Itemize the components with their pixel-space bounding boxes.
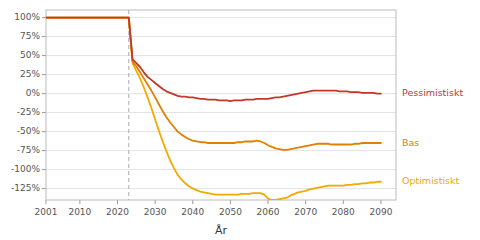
tick-label: 2020 [106, 207, 129, 217]
y-axis: 100% 75% 50% 25% 0% -25% -50% -75% -100% -125% [11, 12, 396, 193]
tick-mark [42, 188, 46, 189]
tick-mark [42, 112, 46, 113]
tick-mark [305, 200, 306, 204]
grid-line [46, 74, 396, 75]
grid-line [46, 36, 396, 37]
tick-label: 2010 [68, 207, 91, 217]
tick-mark [42, 93, 46, 94]
tick-mark [42, 17, 46, 18]
grid-line [46, 131, 396, 132]
line-series [46, 18, 381, 102]
grid-line [46, 188, 396, 189]
plot-area [46, 10, 381, 200]
x-axis-label: År [215, 224, 228, 237]
tick-mark [42, 36, 46, 37]
tick-label: 2090 [369, 207, 392, 217]
series-label: Bas [402, 137, 419, 148]
tick-label: 50% [20, 50, 40, 60]
tick-label: 25% [20, 69, 40, 79]
tick-label: 100% [14, 12, 40, 22]
tick-label: 2070 [294, 207, 317, 217]
reference-line [128, 10, 129, 200]
line-series [46, 18, 381, 150]
tick-label: -125% [11, 183, 40, 193]
tick-mark [42, 150, 46, 151]
tick-mark [42, 131, 46, 132]
tick-label: -100% [11, 164, 40, 174]
chart-container: 100% 75% 50% 25% 0% -25% -50% -75% -100% -125% 200… [0, 0, 480, 240]
series-label: Optimistiskt [402, 175, 460, 186]
grid-line [46, 112, 396, 113]
tick-mark [117, 200, 118, 204]
tick-label: 2040 [181, 207, 204, 217]
tick-mark [343, 200, 344, 204]
tick-label: 2050 [219, 207, 242, 217]
tick-label: -25% [17, 107, 41, 117]
series-label: Pessimistiskt [402, 87, 463, 98]
tick-label: 2080 [332, 207, 355, 217]
x-axis: 2001 2010 2020 2030 2040 2050 2060 2070 2080 2090 [35, 200, 393, 217]
tick-mark [79, 200, 80, 204]
tick-mark [155, 200, 156, 204]
tick-mark [380, 200, 381, 204]
tick-label: 2060 [257, 207, 280, 217]
tick-mark [230, 200, 231, 204]
tick-mark [268, 200, 269, 204]
tick-label: 2001 [35, 207, 58, 217]
tick-label: 75% [20, 31, 40, 41]
tick-mark [192, 200, 193, 204]
grid-line [46, 93, 396, 94]
tick-mark [46, 200, 47, 204]
chart: 100% 75% 50% 25% 0% -25% -50% -75% -100% -125% 200… [0, 0, 480, 240]
tick-mark [42, 169, 46, 170]
grid-line [46, 55, 396, 56]
grid-line [46, 150, 396, 151]
line-series [46, 18, 381, 200]
plot-frame [46, 10, 396, 200]
tick-label: 2030 [144, 207, 167, 217]
tick-mark [42, 74, 46, 75]
line-labels: Optimistiskt Bas Pessimistiskt [402, 87, 463, 186]
grid-line [46, 169, 396, 170]
tick-label: -50% [17, 126, 41, 136]
tick-label: 0% [26, 88, 41, 98]
tick-label: -75% [17, 145, 41, 155]
tick-mark [42, 55, 46, 56]
